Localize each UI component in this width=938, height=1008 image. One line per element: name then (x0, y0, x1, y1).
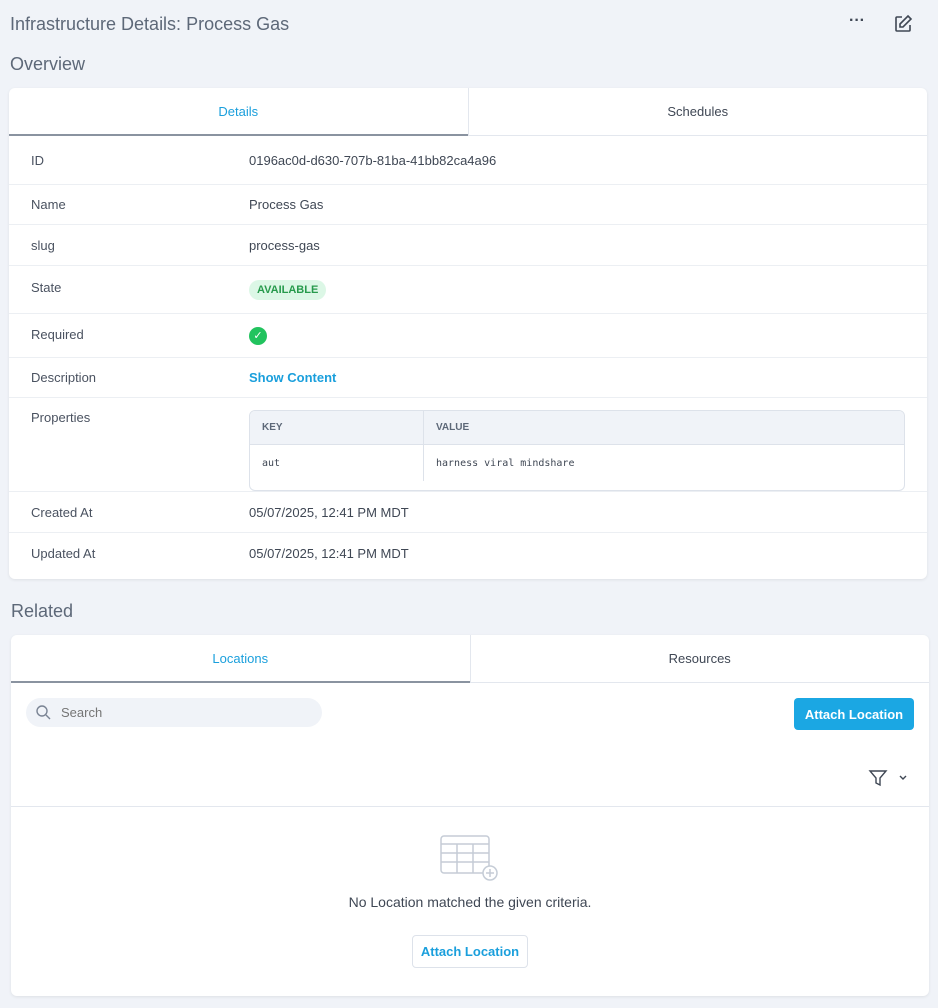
empty-table-icon (440, 835, 498, 881)
field-name: Name Process Gas (9, 185, 927, 225)
table-row: aut harness viral mindshare (250, 445, 904, 481)
tab-resources[interactable]: Resources (469, 635, 930, 682)
properties-table: KEY VALUE aut harness viral mindshare (249, 410, 905, 491)
more-button[interactable]: ··· (849, 12, 865, 30)
field-value: 05/07/2025, 12:41 PM MDT (249, 545, 409, 561)
field-value: 0196ac0d-d630-707b-81ba-41bb82ca4a96 (249, 152, 497, 168)
more-horizontal-icon: ··· (849, 12, 865, 29)
overview-heading: Overview (10, 54, 86, 74)
page-title: Infrastructure Details: Process Gas (10, 14, 290, 34)
tab-locations[interactable]: Locations (11, 635, 470, 683)
column-header-value: VALUE (436, 422, 470, 433)
field-label: ID (31, 152, 44, 168)
field-label: slug (31, 237, 55, 253)
field-label: Properties (31, 410, 91, 425)
field-properties: Properties KEY VALUE aut harness viral min… (9, 398, 927, 492)
field-label: Required (31, 327, 84, 342)
related-heading: Related (11, 601, 74, 621)
field-label: State (31, 280, 62, 295)
filter-button[interactable] (868, 768, 908, 788)
search-box[interactable] (26, 698, 322, 727)
attach-location-button[interactable]: Attach Location (794, 698, 914, 730)
check-circle-icon: ✓ (249, 327, 267, 345)
field-slug: slug process-gas (9, 225, 927, 266)
show-content-link[interactable]: Show Content (249, 370, 337, 385)
field-created-at: Created At 05/07/2025, 12:41 PM MDT (9, 492, 927, 533)
tab-schedules[interactable]: Schedules (467, 88, 928, 135)
overview-card: Details Schedules ID 0196ac0d-d630-707b-8… (9, 88, 927, 579)
search-icon (36, 705, 51, 720)
cell-value: harness viral mindshare (436, 457, 575, 469)
field-updated-at: Updated At 05/07/2025, 12:41 PM MDT (9, 533, 927, 573)
tab-details[interactable]: Details (9, 88, 468, 136)
field-value: Process Gas (249, 197, 324, 212)
empty-attach-location-button[interactable]: Attach Location (412, 935, 528, 968)
search-input[interactable] (61, 698, 311, 727)
field-label: Description (31, 370, 97, 385)
related-card: Locations Resources Attach Location No L… (11, 635, 929, 996)
field-value: process-gas (249, 237, 320, 253)
field-value: 05/07/2025, 12:41 PM MDT (249, 504, 409, 520)
overview-tabs: Details Schedules (9, 88, 927, 136)
field-required: Required ✓ (9, 314, 927, 358)
field-description: Description Show Content (9, 358, 927, 398)
related-tabs: Locations Resources (11, 635, 929, 683)
empty-message: No Location matched the given criteria. (348, 894, 592, 910)
edit-icon (895, 14, 913, 32)
table-header: KEY VALUE (250, 411, 904, 445)
filter-icon (868, 770, 888, 787)
field-label: Name (31, 197, 66, 212)
field-id: ID 0196ac0d-d630-707b-81ba-41bb82ca4a96 (9, 136, 927, 185)
cell-key: aut (250, 445, 424, 481)
field-label: Updated At (31, 545, 96, 561)
field-label: Created At (31, 504, 93, 520)
field-state: State AVAILABLE (9, 266, 927, 314)
status-badge: AVAILABLE (249, 280, 327, 300)
edit-button[interactable] (893, 14, 913, 39)
chevron-down-icon (899, 775, 907, 780)
divider (11, 806, 929, 807)
column-header-key: KEY (250, 411, 424, 444)
